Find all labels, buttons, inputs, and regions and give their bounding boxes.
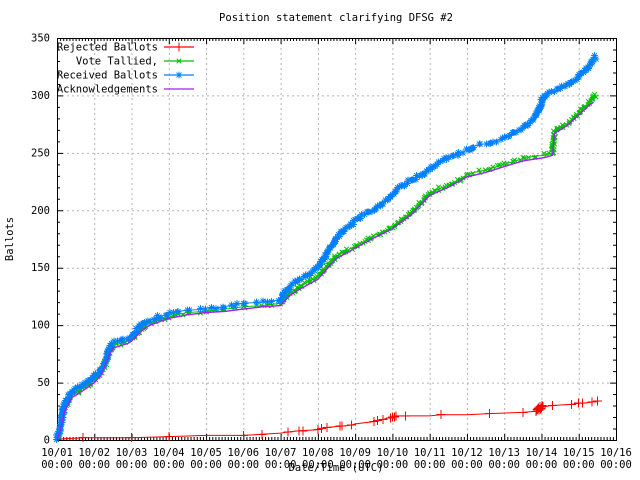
x-tick-label: 10/03: [116, 447, 148, 459]
x-tick-label: 10/16: [600, 447, 632, 459]
x-tick-label: 10/07: [265, 447, 297, 459]
series-acknowledgements: [56, 101, 594, 441]
x-tick-sublabel: 00:00: [190, 459, 222, 471]
y-tick-label: 50: [37, 377, 50, 389]
x-tick-label: 10/12: [451, 447, 483, 459]
legend: Rejected Ballots Vote Tallied, Received Ba…: [57, 42, 194, 96]
x-tick-label: 10/01: [41, 447, 73, 459]
series-line-rejected: [56, 400, 600, 441]
y-tick-label: 100: [31, 320, 50, 332]
x-tick-label: 10/14: [526, 447, 558, 459]
x-tick-label: 10/06: [228, 447, 260, 459]
x-tick-sublabel: 00:00: [228, 459, 260, 471]
x-tick-labels: 10/0100:0010/0200:0010/0300:0010/0400:00…: [41, 447, 632, 471]
y-tick-label: 350: [31, 33, 50, 45]
x-tick-label: 10/13: [488, 447, 520, 459]
x-tick-sublabel: 00:00: [488, 459, 520, 471]
legend-item-tallied: Vote Tallied,: [76, 56, 194, 68]
series-line-acknowledgements: [56, 101, 594, 441]
legend-label-tallied: Vote Tallied,: [76, 56, 158, 68]
x-tick-sublabel: 00:00: [265, 459, 297, 471]
legend-label-acknowledgements: Acknowledgements: [57, 84, 158, 96]
x-tick-sublabel: 00:00: [41, 459, 73, 471]
series-tallied: [53, 91, 599, 443]
series-markers-tallied: [53, 91, 599, 443]
legend-item-rejected: Rejected Ballots: [57, 42, 194, 54]
legend-item-acknowledgements: Acknowledgements: [57, 84, 194, 96]
x-tick-label: 10/15: [563, 447, 595, 459]
y-tick-label: 0: [44, 435, 50, 447]
legend-label-received: Received Ballots: [57, 70, 158, 82]
series-markers-received: [53, 52, 600, 443]
x-tick-label: 10/10: [377, 447, 409, 459]
series-rejected: [56, 396, 602, 442]
x-tick-label: 10/11: [414, 447, 446, 459]
x-tick-label: 10/02: [78, 447, 110, 459]
x-tick-sublabel: 00:00: [526, 459, 558, 471]
x-tick-sublabel: 00:00: [116, 459, 148, 471]
legend-sample-marker-tallied: [176, 58, 182, 64]
legend-label-rejected: Rejected Ballots: [57, 42, 158, 54]
x-tick-sublabel: 00:00: [78, 459, 110, 471]
y-tick-label: 300: [31, 90, 50, 102]
x-tick-sublabel: 00:00: [563, 459, 595, 471]
series-received: [53, 52, 600, 443]
legend-sample-marker-rejected: [174, 42, 184, 52]
x-tick-sublabel: 00:00: [339, 459, 371, 471]
x-tick-sublabel: 00:00: [600, 459, 632, 471]
x-tick-sublabel: 00:00: [414, 459, 446, 471]
gridlines: [57, 38, 616, 440]
x-axis-title: Date/Time (UTC): [289, 462, 384, 474]
x-tick-label: 10/05: [190, 447, 222, 459]
y-tick-label: 250: [31, 147, 50, 159]
y-axis-title: Ballots: [4, 217, 16, 261]
x-tick-sublabel: 00:00: [451, 459, 483, 471]
x-tick-sublabel: 00:00: [153, 459, 185, 471]
y-tick-label: 200: [31, 205, 50, 217]
x-tick-label: 10/04: [153, 447, 185, 459]
chart-title: Position statement clarifying DFSG #2: [219, 12, 453, 24]
x-tick-label: 10/09: [339, 447, 371, 459]
y-tick-labels: 0 50 100 150 200 250 300 350: [31, 33, 50, 447]
y-tick-label: 150: [31, 262, 50, 274]
x-tick-sublabel: 00:00: [377, 459, 409, 471]
legend-sample-marker-received: [175, 71, 183, 79]
legend-item-received: Received Ballots: [57, 70, 194, 82]
data-series: [53, 52, 602, 443]
x-tick-label: 10/08: [302, 447, 334, 459]
series-markers-rejected: [78, 396, 602, 442]
x-tick-sublabel: 00:00: [302, 459, 334, 471]
